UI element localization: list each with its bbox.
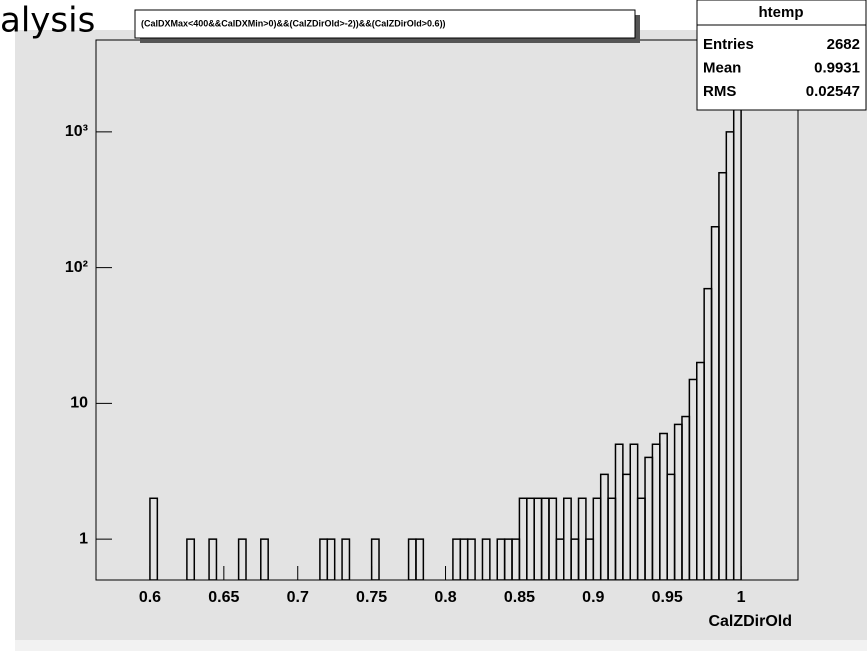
canvas-edge — [15, 640, 867, 651]
bar — [341, 538, 351, 580]
chart-title: (CalDXMax<400&&CalDXMin>0)&&(CalZDirOld>… — [141, 18, 446, 28]
stats-label: Mean — [703, 59, 741, 76]
y-tick-label: 10³ — [65, 123, 88, 140]
stats-name: htemp — [759, 4, 804, 21]
x-tick-label: 0.7 — [287, 589, 309, 606]
x-axis-label: CalZDirOld — [708, 613, 792, 630]
x-tick-label: 0.95 — [652, 589, 683, 606]
stats-value: 2682 — [827, 36, 860, 53]
axes: 1 10 10² 10³ 0.6 0.65 0.7 0.75 0.8 0.85 0.9 0.95 1 — [65, 123, 746, 606]
plot-frame — [95, 39, 799, 581]
bar — [370, 538, 380, 580]
y-tick-label: 1 — [79, 530, 88, 547]
stats-label: RMS — [703, 83, 736, 100]
x-tick-label: 0.8 — [434, 589, 456, 606]
stats-value: 0.9931 — [814, 59, 860, 76]
x-tick-label: 0.85 — [504, 589, 535, 606]
stats-label: Entries — [703, 36, 754, 53]
bar — [208, 538, 218, 580]
title-box — [134, 9, 636, 39]
x-tick-label: 1 — [737, 589, 746, 606]
bar — [481, 538, 491, 580]
x-tick-label: 0.6 — [139, 589, 161, 606]
x-tick-label: 0.65 — [208, 589, 239, 606]
bar — [326, 538, 336, 580]
bar — [237, 538, 247, 580]
stats-rows: Entries 2682 Mean 0.9931 RMS 0.02547 — [703, 36, 860, 100]
x-tick-label: 0.75 — [356, 589, 387, 606]
y-tick-label: 10² — [65, 259, 88, 276]
window-title: alysis — [0, 1, 95, 41]
x-tick-label: 0.9 — [582, 589, 604, 606]
y-tick-label: 10 — [70, 395, 88, 412]
bar — [149, 497, 159, 580]
plot — [149, 107, 742, 580]
bar — [466, 538, 476, 580]
bar — [415, 538, 425, 580]
stats-value: 0.02547 — [806, 83, 860, 100]
stats-box — [696, 0, 867, 111]
bar — [186, 538, 196, 580]
bar — [260, 538, 269, 580]
